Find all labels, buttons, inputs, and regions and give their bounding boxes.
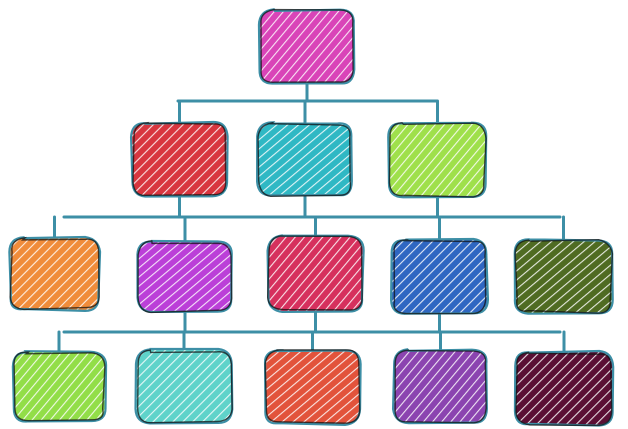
node-sketch-outline bbox=[266, 235, 363, 311]
node-box bbox=[389, 237, 490, 315]
node-n1c bbox=[387, 121, 488, 199]
node-n3a bbox=[11, 350, 108, 423]
node-box bbox=[129, 120, 229, 198]
node-sketch-outline bbox=[257, 121, 352, 198]
node-box bbox=[387, 121, 488, 199]
node-box bbox=[513, 349, 615, 427]
node-sketch-outline bbox=[393, 239, 487, 315]
node-n0 bbox=[257, 8, 356, 85]
node-n3b bbox=[134, 347, 234, 425]
node-box bbox=[257, 8, 356, 85]
node-sketch-outline bbox=[132, 121, 227, 197]
node-sketch-outline bbox=[260, 8, 354, 83]
node-box bbox=[266, 234, 365, 314]
node-sketch-outline bbox=[388, 122, 487, 198]
node-n2b bbox=[136, 239, 233, 314]
node-box bbox=[8, 235, 102, 312]
node-sketch-outline bbox=[394, 349, 487, 424]
node-sketch-outline bbox=[9, 236, 100, 311]
node-n1b bbox=[256, 121, 353, 198]
node-sketch-outline bbox=[514, 238, 614, 314]
node-n3e bbox=[513, 349, 615, 427]
node-sketch-outline bbox=[13, 351, 106, 422]
node-sketch-outline bbox=[136, 349, 233, 424]
node-n3c bbox=[263, 349, 362, 426]
node-n2e bbox=[513, 238, 614, 315]
node-n1a bbox=[129, 120, 229, 198]
node-sketch-outline bbox=[515, 351, 613, 427]
node-n2a bbox=[8, 235, 102, 312]
node-box bbox=[11, 350, 108, 423]
node-box bbox=[134, 347, 234, 425]
node-sketch-outline bbox=[264, 349, 361, 424]
diagram-nodes bbox=[8, 8, 615, 427]
node-box bbox=[513, 238, 614, 315]
node-box bbox=[263, 349, 362, 426]
node-box bbox=[391, 348, 488, 425]
node-sketch-outline bbox=[137, 240, 233, 314]
node-n3d bbox=[391, 348, 488, 425]
node-box bbox=[256, 121, 353, 197]
node-n2d bbox=[389, 237, 490, 315]
node-n2c bbox=[266, 234, 365, 314]
connector-lines bbox=[53, 82, 566, 354]
node-box bbox=[136, 239, 233, 314]
